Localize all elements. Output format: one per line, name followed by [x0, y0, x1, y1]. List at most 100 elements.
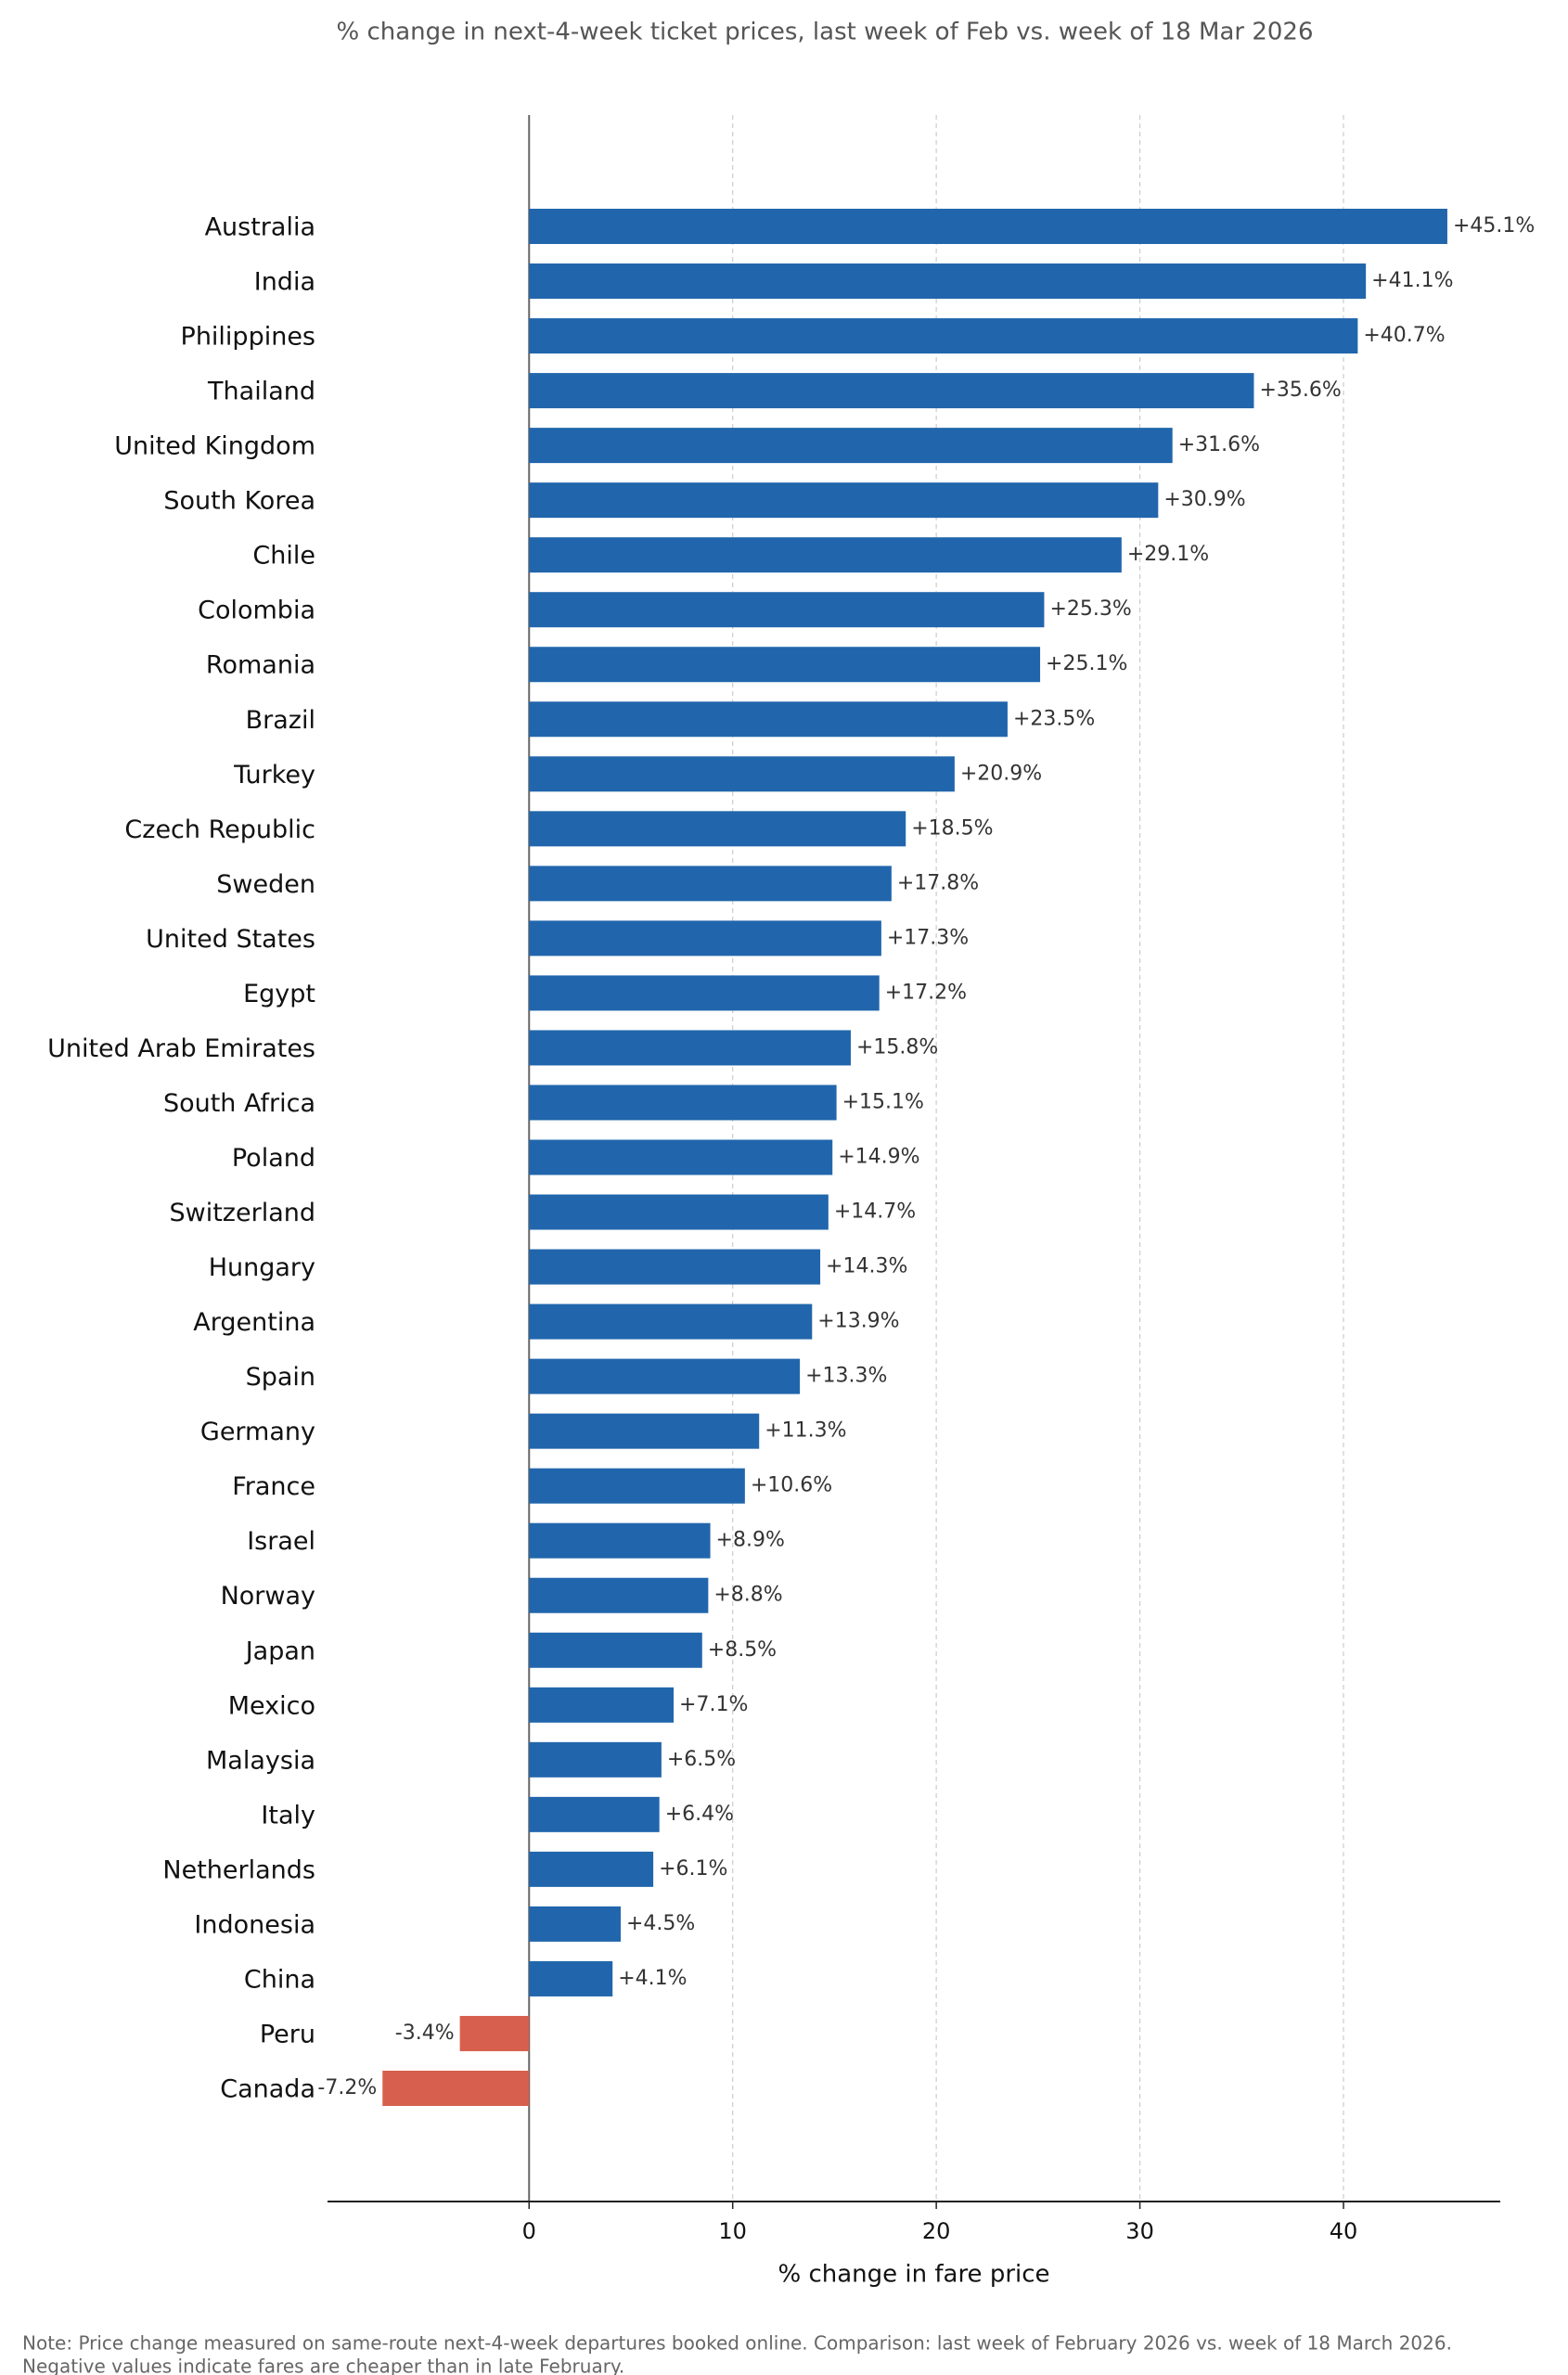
- y-tick-label: Egypt: [243, 980, 315, 1008]
- y-tick-label: Indonesia: [194, 1910, 315, 1939]
- value-label: +15.1%: [842, 1090, 924, 1113]
- value-label: +18.5%: [911, 816, 993, 840]
- y-tick-label: United States: [146, 925, 315, 954]
- y-tick-label: India: [254, 268, 315, 297]
- bar: [529, 866, 892, 902]
- y-tick-label: Sweden: [216, 870, 315, 899]
- bar: [529, 1303, 813, 1340]
- y-tick-label: Thailand: [207, 378, 315, 406]
- y-tick-label: Norway: [221, 1582, 315, 1611]
- value-label: +4.1%: [618, 1967, 687, 1990]
- bar: [529, 1796, 660, 1832]
- bar: [529, 318, 1358, 354]
- value-label: +41.1%: [1371, 269, 1453, 292]
- y-tick-label: Czech Republic: [124, 815, 315, 844]
- bar: [529, 1906, 621, 1942]
- bar: [529, 1741, 662, 1778]
- y-tick-label: Chile: [252, 542, 315, 571]
- value-label: +13.3%: [805, 1365, 887, 1388]
- y-tick-label: Hungary: [209, 1253, 315, 1282]
- bar: [529, 1413, 760, 1449]
- bar: [529, 263, 1367, 300]
- bar: [529, 1085, 837, 1121]
- value-label: -7.2%: [317, 2076, 377, 2099]
- y-tick-label: Peru: [260, 2020, 315, 2048]
- y-tick-label: Germany: [200, 1418, 315, 1446]
- value-label: +6.4%: [665, 1803, 734, 1826]
- value-label: +20.9%: [960, 762, 1042, 785]
- y-tick-label: Canada: [220, 2075, 315, 2104]
- bar: [529, 1358, 801, 1394]
- bar: [459, 2015, 530, 2051]
- note: Negative values indicate fares are cheap…: [22, 2356, 624, 2375]
- value-label: +17.3%: [887, 926, 969, 949]
- value-label: +4.5%: [626, 1912, 695, 1935]
- y-tick-label: Colombia: [198, 597, 315, 625]
- bar: [529, 1468, 745, 1504]
- bar: [529, 811, 906, 847]
- x-tick-label: 40: [1330, 2218, 1358, 2244]
- bar: [529, 373, 1254, 409]
- value-label: +31.6%: [1178, 433, 1260, 456]
- bar: [529, 537, 1122, 573]
- bar: [529, 1960, 613, 1996]
- y-tick-label: Malaysia: [206, 1746, 315, 1775]
- y-tick-label: Brazil: [246, 706, 315, 735]
- y-tick-label: South Korea: [163, 487, 315, 516]
- bar: [529, 920, 881, 956]
- value-label: +40.7%: [1363, 324, 1445, 347]
- value-label: -3.4%: [395, 2022, 455, 2045]
- bar: [529, 482, 1159, 519]
- y-tick-label: Spain: [246, 1363, 315, 1392]
- y-tick-label: Italy: [261, 1801, 315, 1829]
- y-tick-label: Australia: [205, 213, 315, 242]
- y-tick-label: France: [232, 1472, 315, 1501]
- value-label: +6.5%: [667, 1748, 736, 1771]
- bar: [529, 1577, 709, 1613]
- bar: [529, 756, 955, 792]
- bar: [529, 209, 1447, 244]
- y-tick-label: Mexico: [228, 1691, 315, 1720]
- y-tick-label: South Africa: [163, 1089, 315, 1118]
- bar: [529, 1249, 821, 1285]
- y-tick-label: Switzerland: [170, 1199, 316, 1227]
- value-label: +29.1%: [1127, 543, 1209, 566]
- note: Note: Price change measured on same-rout…: [22, 2332, 1452, 2355]
- value-label: +8.9%: [716, 1529, 785, 1552]
- x-tick-label: 20: [922, 2218, 951, 2244]
- y-tick-label: Turkey: [233, 761, 315, 790]
- bar: [529, 975, 880, 1011]
- value-label: +45.1%: [1453, 214, 1535, 238]
- value-label: +13.9%: [817, 1310, 899, 1333]
- value-label: +11.3%: [765, 1419, 846, 1443]
- value-label: +25.3%: [1049, 597, 1131, 621]
- value-label: +14.3%: [826, 1255, 907, 1278]
- y-tick-label: Netherlands: [162, 1855, 315, 1884]
- bar: [529, 1194, 829, 1230]
- y-tick-label: Poland: [232, 1144, 315, 1173]
- y-tick-label: Philippines: [181, 323, 315, 352]
- x-tick-label: 0: [522, 2218, 536, 2244]
- chart-title: % change in next-4-week ticket prices, l…: [336, 19, 1313, 46]
- bar: [529, 428, 1173, 464]
- bar: [529, 1687, 675, 1723]
- value-label: +17.2%: [885, 981, 967, 1004]
- bar: [529, 701, 1008, 738]
- bar: [382, 2071, 530, 2106]
- value-label: +8.5%: [708, 1638, 777, 1662]
- value-label: +6.1%: [659, 1857, 727, 1881]
- y-tick-label: Israel: [247, 1527, 315, 1556]
- value-label: +23.5%: [1013, 707, 1095, 730]
- value-label: +35.6%: [1259, 379, 1341, 402]
- y-tick-label: United Arab Emirates: [47, 1034, 315, 1063]
- bar: [529, 1030, 851, 1066]
- value-label: +25.1%: [1046, 652, 1127, 675]
- x-tick-label: 30: [1125, 2218, 1154, 2244]
- bar: [529, 1139, 833, 1175]
- y-tick-label: Japan: [244, 1637, 315, 1665]
- y-tick-label: Romania: [206, 651, 315, 680]
- y-tick-label: China: [244, 1965, 315, 1994]
- value-label: +15.8%: [856, 1035, 938, 1059]
- bar: [529, 1632, 702, 1668]
